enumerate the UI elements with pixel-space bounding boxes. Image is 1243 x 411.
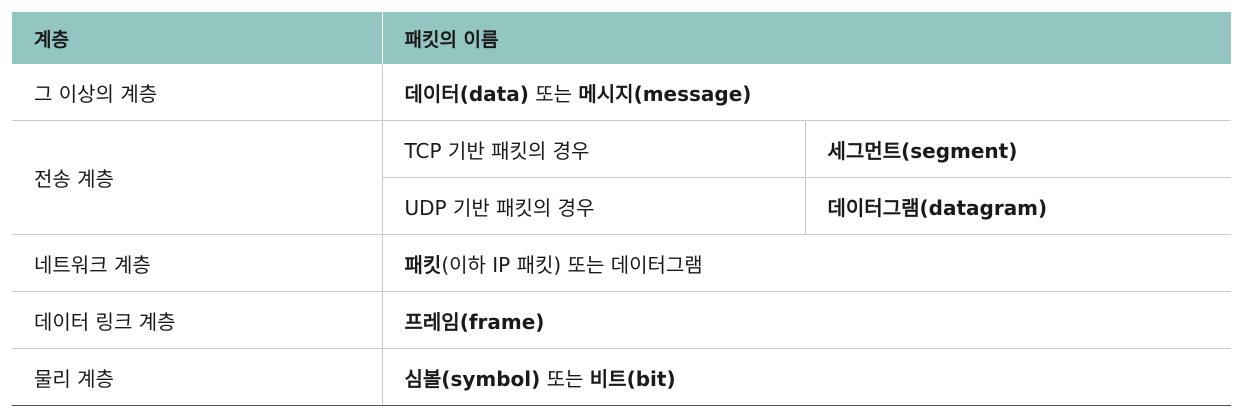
conjunction-text: 또는 bbox=[540, 366, 590, 391]
layer-cell: 그 이상의 계층 bbox=[12, 64, 382, 121]
packet-name-cell: 패킷(이하 IP 패킷) 또는 데이터그램 bbox=[381, 234, 1232, 292]
table-row: 전송 계층 TCP 기반 패킷의 경우 세그먼트(segment) bbox=[12, 120, 1232, 235]
basis-cell: UDP 기반 패킷의 경우 bbox=[381, 177, 805, 235]
layer-cell: 전송 계층 bbox=[12, 120, 382, 235]
network-layer-packet-table: 계층 패킷의 이름 그 이상의 계층 데이터(data) 또는 메시지(mess… bbox=[12, 12, 1232, 406]
header-packet-name: 패킷의 이름 bbox=[381, 12, 1232, 64]
table-row: 데이터 링크 계층 프레임(frame) bbox=[12, 291, 1232, 349]
layer-cell: 물리 계층 bbox=[12, 348, 382, 406]
table-row: 네트워크 계층 패킷(이하 IP 패킷) 또는 데이터그램 bbox=[12, 234, 1232, 292]
packet-name-cell: 심볼(symbol) 또는 비트(bit) bbox=[381, 348, 1232, 406]
packet-term: 비트(bit) bbox=[589, 366, 676, 391]
table-row: 물리 계층 심볼(symbol) 또는 비트(bit) bbox=[12, 348, 1232, 406]
packet-term: 메시지(message) bbox=[578, 81, 752, 106]
packet-name-cell: 데이터(data) 또는 메시지(message) bbox=[381, 64, 1232, 121]
table-row: UDP 기반 패킷의 경우 데이터그램(datagram) bbox=[12, 177, 1232, 235]
packet-name-cell: 세그먼트(segment) bbox=[804, 120, 1232, 178]
packet-term: 세그먼트(segment) bbox=[827, 138, 1018, 163]
packet-term: 데이터(data) bbox=[404, 81, 529, 106]
table-header-row: 계층 패킷의 이름 bbox=[12, 12, 1232, 64]
table-row: 그 이상의 계층 데이터(data) 또는 메시지(message) bbox=[12, 64, 1232, 121]
header-layer: 계층 bbox=[12, 12, 382, 64]
packet-name-cell: 데이터그램(datagram) bbox=[804, 177, 1232, 235]
layer-cell: 데이터 링크 계층 bbox=[12, 291, 382, 349]
packet-term: 심볼(symbol) bbox=[404, 366, 541, 391]
packet-description: (이하 IP 패킷) 또는 데이터그램 bbox=[441, 252, 703, 277]
packet-term: 프레임(frame) bbox=[404, 309, 545, 334]
basis-cell: TCP 기반 패킷의 경우 bbox=[381, 120, 805, 178]
packet-name-cell: 프레임(frame) bbox=[381, 291, 1232, 349]
packet-term: 패킷 bbox=[404, 252, 442, 277]
table-container: 계층 패킷의 이름 그 이상의 계층 데이터(data) 또는 메시지(mess… bbox=[12, 12, 1232, 406]
layer-cell: 네트워크 계층 bbox=[12, 234, 382, 292]
packet-term: 데이터그램(datagram) bbox=[827, 195, 1048, 220]
conjunction-text: 또는 bbox=[528, 81, 579, 106]
